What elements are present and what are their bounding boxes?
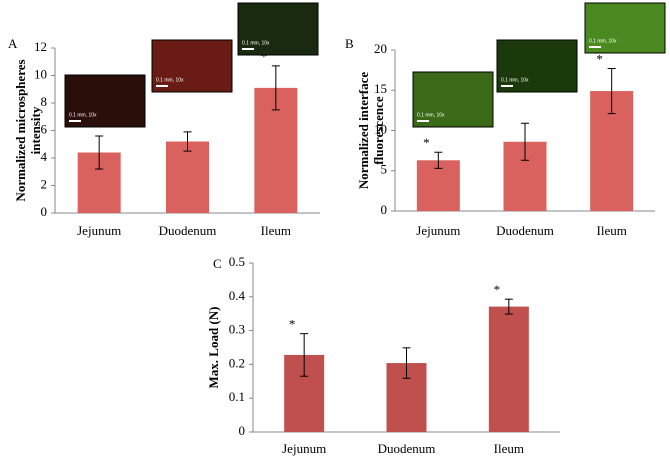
x-tick-label: Ileum: [494, 441, 524, 456]
inset-label: 0.1 mm, 10x: [589, 38, 617, 44]
x-tick-label: Duodenum: [159, 223, 217, 238]
significance-mark: *: [261, 49, 268, 64]
inset-label: 0.1 mm, 10x: [156, 77, 184, 83]
inset-label: 0.1 mm, 10x: [69, 112, 97, 118]
y-tick-label: 6: [41, 121, 48, 136]
y-tick-label: 5: [381, 162, 388, 177]
bar: [166, 141, 209, 213]
panel-label: B: [345, 36, 354, 51]
inset-image: [237, 2, 319, 56]
inset-image: [584, 2, 666, 54]
y-axis-label: intensity: [28, 106, 43, 154]
x-tick-label: Jejunum: [282, 441, 326, 456]
x-tick-label: Duodenum: [496, 223, 554, 238]
x-tick-label: Ileum: [597, 223, 627, 238]
inset-image: [151, 39, 233, 93]
y-axis-label: Normalized interface: [356, 72, 371, 190]
y-axis-label: fluorescence: [371, 96, 386, 165]
y-tick-label: 0.5: [229, 254, 245, 269]
y-tick-label: 10: [34, 66, 47, 81]
inset-image: [496, 39, 578, 93]
y-axis-label: Max. Load (N): [206, 307, 221, 389]
inset-label: 0.1 mm, 10x: [417, 112, 445, 118]
y-tick-label: 20: [374, 41, 387, 56]
inset-label: 0.1 mm, 10x: [242, 40, 270, 46]
y-tick-label: 0.2: [229, 355, 245, 370]
inset-image: [412, 71, 494, 128]
x-tick-label: Ileum: [261, 223, 291, 238]
x-tick-label: Jejunum: [77, 223, 121, 238]
y-tick-label: 15: [374, 81, 387, 96]
significance-mark: *: [494, 282, 501, 297]
y-tick-label: 2: [41, 176, 48, 191]
significance-mark: *: [289, 317, 296, 332]
significance-mark: *: [423, 135, 430, 150]
y-tick-label: 8: [41, 94, 48, 109]
y-tick-label: 0.4: [229, 288, 246, 303]
y-tick-label: 0.1: [229, 389, 245, 404]
y-tick-label: 0: [381, 202, 388, 217]
inset-image: [64, 74, 146, 128]
x-tick-label: Duodenum: [378, 441, 436, 456]
y-tick-label: 0.3: [229, 322, 245, 337]
significance-mark: *: [596, 51, 603, 66]
y-tick-label: 10: [374, 121, 387, 136]
y-axis-label: Normalized microspheres: [13, 59, 28, 201]
panel-label: C: [213, 256, 222, 271]
panel-label: A: [8, 36, 18, 51]
y-tick-label: 4: [41, 149, 48, 164]
y-tick-label: 12: [34, 39, 47, 54]
x-tick-label: Jejunum: [416, 223, 460, 238]
inset-label: 0.1 mm, 10x: [501, 77, 529, 83]
y-tick-label: 0: [41, 204, 48, 219]
bar: [488, 306, 529, 432]
y-tick-label: 0: [239, 423, 246, 438]
